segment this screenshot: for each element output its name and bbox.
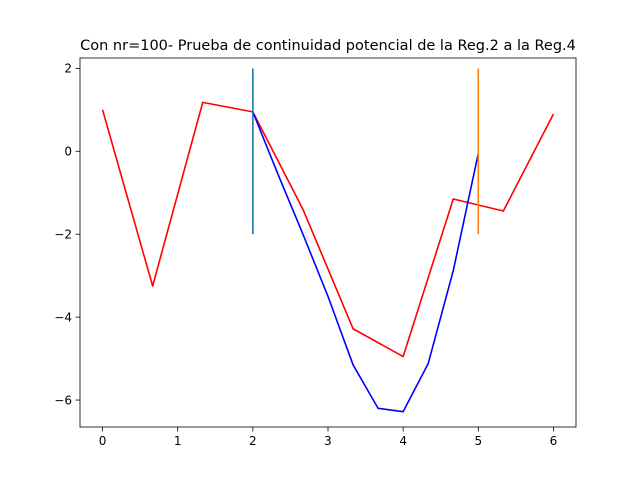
y-tick-label-1: −4: [54, 310, 72, 324]
plot-frame: [79, 57, 577, 428]
x-tick-label-0: 0: [99, 434, 107, 448]
series-layer: [101, 68, 555, 413]
chart-title: Con nr=100- Prueba de continuidad potenc…: [80, 38, 576, 54]
x-tick-label-4: 4: [399, 434, 407, 448]
x-tick-label-1: 1: [174, 434, 182, 448]
series-line-0: [101, 101, 555, 358]
series-line-1: [252, 111, 480, 413]
x-tick-label-5: 5: [474, 434, 482, 448]
y-tick-label-3: 0: [64, 145, 72, 159]
ticks-layer: 0 1 2 3 4 5 6 −6 −4 −2 0 2: [54, 62, 557, 448]
x-tick-label-2: 2: [249, 434, 257, 448]
y-tick-label-4: 2: [64, 62, 72, 76]
y-tick-label-0: −6: [54, 393, 72, 407]
x-tick-label-6: 6: [550, 434, 558, 448]
x-tick-label-3: 3: [324, 434, 332, 448]
y-tick-label-2: −2: [54, 228, 72, 242]
